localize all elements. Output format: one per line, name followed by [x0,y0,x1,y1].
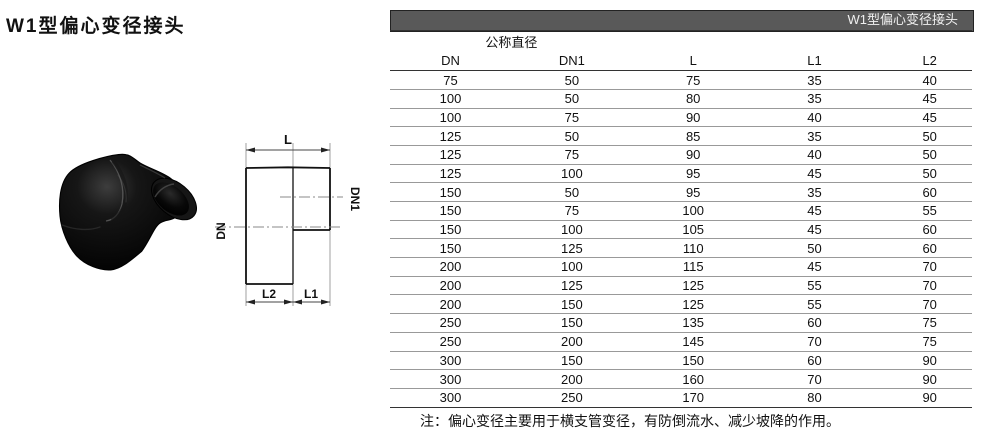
svg-text:DN1: DN1 [348,187,362,211]
svg-text:L: L [284,132,292,147]
svg-text:L2: L2 [262,287,276,301]
svg-text:DN: DN [214,222,228,239]
svg-text:L1: L1 [304,287,318,301]
